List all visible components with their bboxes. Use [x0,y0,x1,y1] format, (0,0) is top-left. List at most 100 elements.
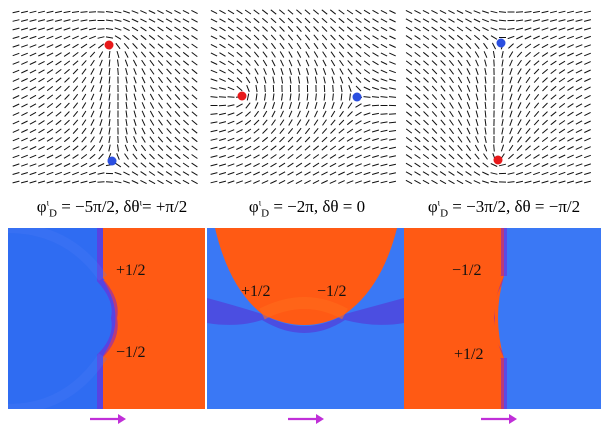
director-field-middle [210,9,397,185]
director-segment [541,19,549,22]
director-segment [182,35,190,40]
director-segment [114,180,122,184]
director-segment [347,43,353,49]
director-segment [149,85,155,92]
director-segment [515,11,524,13]
director-segment [20,10,29,14]
director-segment [63,35,71,40]
director-segment [457,93,463,101]
director-segment [388,78,397,82]
director-segment [372,155,379,158]
director-segment [140,10,147,14]
director-segment [517,127,522,135]
director-segment [355,128,362,134]
director-segment [166,93,172,101]
director-segment [448,59,455,67]
director-segment [439,9,447,15]
director-segment [236,18,243,23]
director-segment [509,110,513,118]
director-segment [422,18,430,23]
director-segment [313,42,319,50]
director-segment [210,78,218,82]
director-segment [517,136,522,143]
director-segment [63,145,71,151]
director-segment [517,110,522,118]
director-segment [141,68,146,75]
defect-label-right-bottom: +1/2 [454,346,484,363]
director-segment [313,119,319,126]
director-segment [279,34,285,41]
director-segment [473,162,481,168]
director-segment [124,51,129,58]
director-segment [440,93,446,101]
director-segment [567,94,574,100]
director-segment [296,136,302,143]
director-segment [158,102,163,109]
director-segment [157,26,164,32]
director-segment [72,43,79,49]
director-segment [157,43,164,49]
director-segment [371,180,380,184]
director-segment [21,78,28,82]
director-segment [456,10,464,14]
director-segment [525,68,531,75]
director-segment [516,162,523,168]
director-segment [456,34,464,41]
director-segment [262,34,268,41]
director-segment [81,110,87,118]
director-segment [99,127,103,135]
director-segment [210,26,218,32]
director-segment [12,95,20,99]
director-segment [575,180,583,184]
director-segment [12,86,20,91]
director-segment [439,153,447,160]
director-segment [575,44,583,48]
director-segment [475,110,479,118]
director-segment [347,102,353,109]
director-segment [108,144,111,152]
director-segment [210,52,218,57]
director-segment [29,94,37,100]
director-segment [287,26,294,32]
director-segment [507,35,515,40]
director-segment [575,27,583,31]
director-segment [63,27,71,31]
director-segment [261,171,269,176]
director-segment [465,10,472,14]
director-segment [474,144,480,152]
director-segment [165,162,173,168]
director-segment [583,10,592,14]
director-segment [191,171,198,176]
director-segment [533,171,540,176]
director-segment [314,76,318,84]
director-segment [133,68,137,75]
director-segment [541,145,549,151]
director-segment [133,101,137,110]
director-segment [254,102,259,109]
director-segment [236,120,243,125]
director-segment [253,17,260,24]
director-segment [321,17,328,24]
director-segment [253,26,260,32]
director-segment [219,78,226,82]
director-segment [389,10,396,14]
director-segment [304,34,311,41]
director-segment [21,172,28,175]
director-segment [210,121,218,124]
director-segment [524,27,532,31]
director-segment [363,52,371,57]
director-segment [431,171,438,176]
director-segment [321,34,328,41]
director-segment [46,27,54,31]
director-segment [414,128,421,134]
director-segment [12,172,20,175]
director-segment [550,35,557,40]
director-segment [149,119,155,126]
director-segment [329,171,337,176]
director-segment [210,113,218,115]
director-segment [271,110,276,118]
director-segment [165,43,173,49]
director-segment [525,110,531,118]
director-segment [466,119,471,126]
director-segment [81,102,87,109]
